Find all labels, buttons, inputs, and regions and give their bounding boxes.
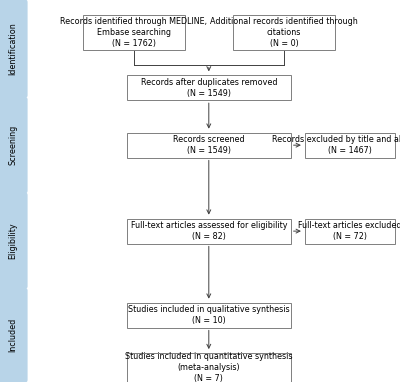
Text: Records screened
(N = 1549): Records screened (N = 1549) [173, 135, 245, 155]
Text: Records after duplicates removed
(N = 1549): Records after duplicates removed (N = 15… [140, 78, 277, 98]
FancyBboxPatch shape [0, 192, 28, 289]
FancyBboxPatch shape [0, 288, 28, 382]
Text: Included: Included [8, 318, 17, 352]
FancyBboxPatch shape [233, 15, 335, 50]
FancyBboxPatch shape [0, 0, 28, 98]
FancyBboxPatch shape [0, 97, 28, 194]
Text: Full-text articles excluded
(N = 72): Full-text articles excluded (N = 72) [298, 221, 400, 241]
Text: Studies included in quantitative synthesis
(meta-analysis)
(N = 7): Studies included in quantitative synthes… [125, 351, 292, 382]
Text: Records excluded by title and abstract
(N = 1467): Records excluded by title and abstract (… [272, 135, 400, 155]
FancyBboxPatch shape [127, 219, 291, 244]
FancyBboxPatch shape [127, 353, 291, 382]
Text: Additional records identified through
citations
(N = 0): Additional records identified through ci… [210, 16, 358, 49]
Text: Records identified through MEDLINE,
Embase searching
(N = 1762): Records identified through MEDLINE, Emba… [60, 16, 208, 49]
Text: Eligibility: Eligibility [8, 222, 17, 259]
FancyBboxPatch shape [83, 15, 185, 50]
Text: Identification: Identification [8, 22, 17, 75]
FancyBboxPatch shape [127, 133, 291, 157]
Text: Screening: Screening [8, 125, 17, 165]
Text: Full-text articles assessed for eligibility
(N = 82): Full-text articles assessed for eligibil… [130, 221, 287, 241]
Text: Studies included in qualitative synthesis
(N = 10): Studies included in qualitative synthesi… [128, 305, 290, 325]
FancyBboxPatch shape [305, 133, 395, 157]
FancyBboxPatch shape [305, 219, 395, 244]
FancyBboxPatch shape [127, 303, 291, 328]
FancyBboxPatch shape [127, 75, 291, 100]
